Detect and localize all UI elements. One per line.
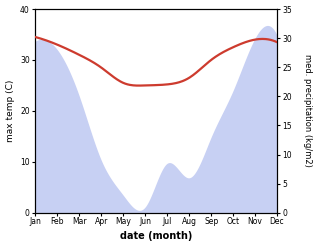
Y-axis label: med. precipitation (kg/m2): med. precipitation (kg/m2): [303, 54, 313, 167]
X-axis label: date (month): date (month): [120, 231, 192, 242]
Y-axis label: max temp (C): max temp (C): [5, 80, 15, 142]
